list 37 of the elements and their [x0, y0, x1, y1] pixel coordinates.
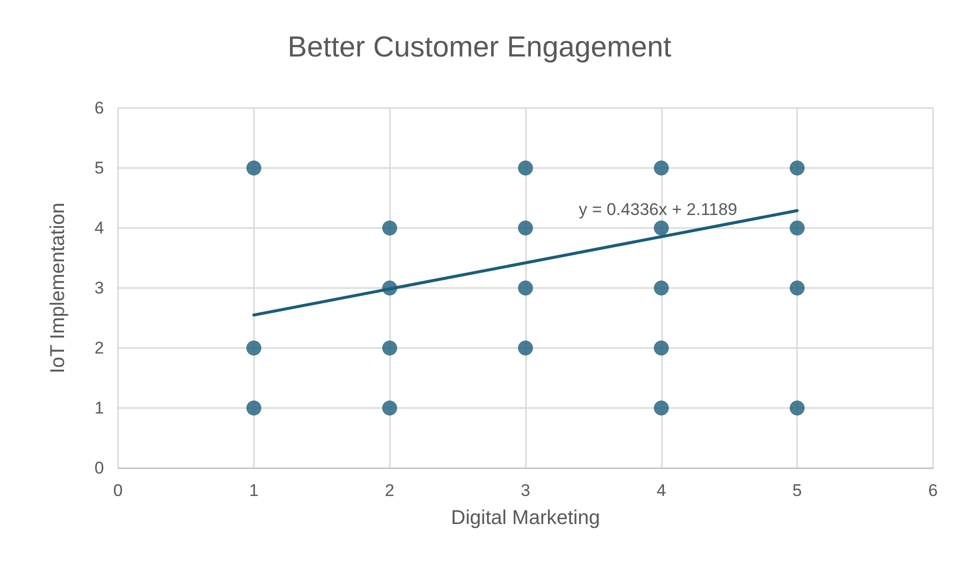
point [790, 160, 805, 176]
point [518, 220, 533, 236]
point [246, 400, 262, 416]
x-tick-label: 4 [656, 481, 666, 500]
x-tick-label: 0 [113, 481, 123, 500]
point [654, 160, 669, 176]
point [654, 400, 669, 416]
y-tick-label: 0 [94, 458, 104, 478]
y-tick-label: 2 [94, 338, 104, 358]
y-tick-label: 4 [94, 218, 104, 238]
y-axis-title: IoT Implementation [47, 202, 69, 374]
point [382, 220, 398, 236]
point [654, 220, 669, 236]
point [246, 160, 262, 176]
point [518, 160, 533, 176]
point [654, 280, 669, 296]
point [382, 400, 398, 416]
y-tick-label: 3 [94, 278, 104, 298]
point [654, 340, 669, 356]
point [790, 400, 805, 416]
x-tick-label: 3 [520, 481, 530, 500]
point [518, 340, 533, 356]
x-axis-title: Digital Marketing [451, 507, 600, 529]
point [518, 280, 533, 296]
point [382, 340, 398, 356]
x-tick-label: 2 [384, 481, 394, 500]
y-tick-label: 1 [94, 398, 104, 418]
x-tick-label: 1 [249, 481, 259, 500]
y-tick-label: 6 [94, 98, 104, 118]
x-tick-label: 6 [928, 481, 938, 500]
point [790, 280, 805, 296]
chart-title: Better Customer Engagement [288, 32, 672, 64]
point [790, 220, 805, 236]
annotation: y = 0.4336x + 2.1189 [578, 200, 738, 219]
y-tick-label: 5 [94, 158, 104, 178]
point [246, 340, 262, 356]
x-tick-label: 5 [792, 481, 802, 500]
